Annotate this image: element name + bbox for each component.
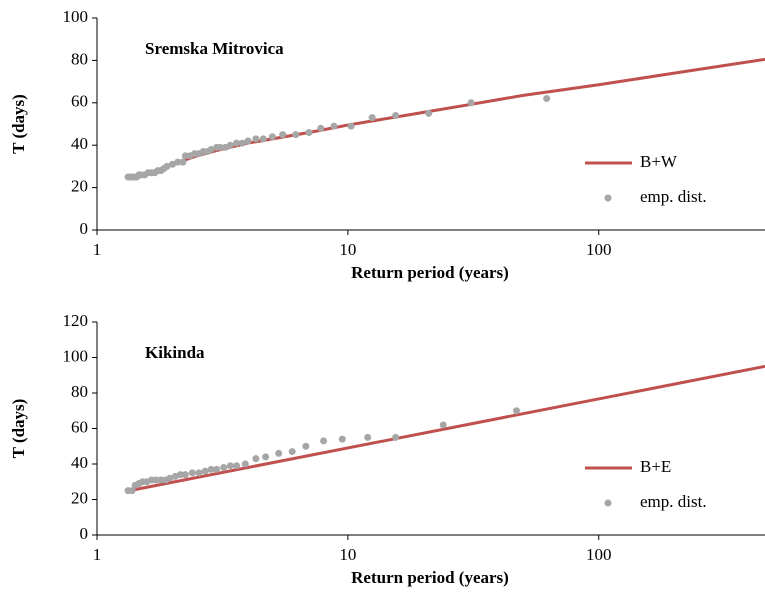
data-point <box>305 128 313 136</box>
legend-label: B+W <box>640 152 678 171</box>
x-axis-label: Return period (years) <box>351 568 509 587</box>
data-line <box>129 364 765 493</box>
data-point <box>181 471 189 479</box>
data-point <box>201 467 209 475</box>
data-point <box>259 135 267 143</box>
y-tick-label: 40 <box>71 453 88 472</box>
data-point <box>244 137 252 145</box>
y-tick-label: 120 <box>63 311 89 330</box>
data-point <box>207 145 215 153</box>
legend-label: B+E <box>640 457 671 476</box>
data-point <box>188 469 196 477</box>
data-point <box>152 476 160 484</box>
data-point <box>268 133 276 141</box>
y-tick-label: 80 <box>71 382 88 401</box>
data-point <box>392 112 400 120</box>
legend-marker <box>604 499 612 507</box>
y-tick-label: 100 <box>63 346 89 365</box>
data-point <box>347 122 355 130</box>
data-point <box>543 95 551 103</box>
data-point <box>252 455 260 463</box>
data-point <box>439 421 447 429</box>
data-point <box>279 131 287 139</box>
data-point <box>425 109 433 117</box>
y-tick-label: 60 <box>71 417 88 436</box>
legend-label: emp. dist. <box>640 187 707 206</box>
y-axis-label: T (days) <box>9 94 28 154</box>
data-point <box>512 407 520 415</box>
data-point <box>166 474 174 482</box>
x-tick-label: 1 <box>93 545 102 564</box>
data-point <box>320 437 328 445</box>
x-tick-label: 10 <box>339 240 356 259</box>
data-point <box>364 433 372 441</box>
data-point <box>179 158 187 166</box>
data-point <box>238 139 246 147</box>
data-point <box>216 143 224 151</box>
y-tick-label: 80 <box>71 49 88 68</box>
data-point <box>220 464 228 472</box>
data-point <box>317 124 325 132</box>
data-point <box>163 162 171 170</box>
data-point <box>226 141 234 149</box>
data-point <box>241 460 249 468</box>
y-tick-label: 0 <box>80 524 89 543</box>
data-point <box>174 158 182 166</box>
x-tick-label: 1 <box>93 240 102 259</box>
y-tick-label: 40 <box>71 134 88 153</box>
data-point <box>288 448 296 456</box>
data-point <box>252 135 260 143</box>
y-tick-label: 20 <box>71 488 88 507</box>
data-point <box>128 487 136 495</box>
x-tick-label: 100 <box>586 545 612 564</box>
legend-label: emp. dist. <box>640 492 707 511</box>
data-point <box>207 465 215 473</box>
data-point <box>275 449 283 457</box>
data-point <box>338 435 346 443</box>
annotation: Sremska Mitrovica <box>145 39 284 58</box>
data-point <box>226 462 234 470</box>
y-tick-label: 20 <box>71 177 88 196</box>
x-tick-label: 100 <box>586 240 612 259</box>
data-point <box>262 453 270 461</box>
data-point <box>392 433 400 441</box>
y-tick-label: 0 <box>80 219 89 238</box>
data-point <box>233 139 241 147</box>
data-point <box>330 122 338 130</box>
y-axis-label: T (days) <box>9 399 28 459</box>
data-point <box>169 160 177 168</box>
data-point <box>467 99 475 107</box>
data-point <box>368 114 376 122</box>
data-point <box>302 442 310 450</box>
data-point <box>233 462 241 470</box>
annotation: Kikinda <box>145 343 205 362</box>
legend-marker <box>604 194 612 202</box>
x-tick-label: 10 <box>339 545 356 564</box>
data-point <box>176 471 184 479</box>
data-point <box>195 469 203 477</box>
data-point <box>292 131 300 139</box>
y-tick-label: 60 <box>71 92 88 111</box>
subplot: 0 20 40 60 80 100 1 10 100 Return period (years) T… <box>9 7 765 282</box>
y-tick-label: 100 <box>63 7 89 26</box>
x-axis-label: Return period (years) <box>351 263 509 282</box>
data-point <box>213 465 221 473</box>
